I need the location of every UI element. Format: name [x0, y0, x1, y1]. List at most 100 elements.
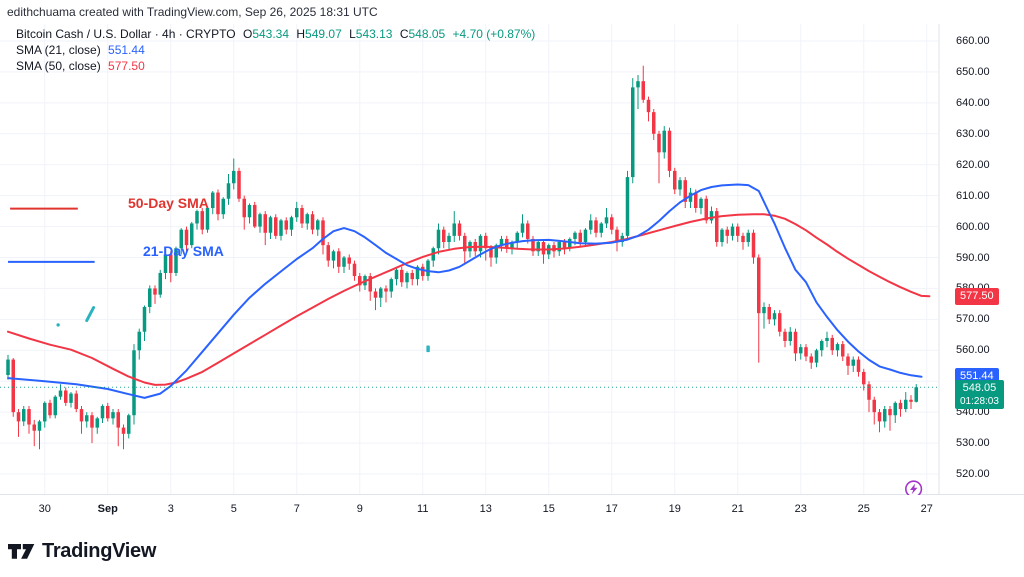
candle-up — [604, 217, 609, 224]
candle-up — [148, 288, 152, 307]
candle-down — [594, 220, 598, 233]
candle-down — [48, 402, 52, 416]
low-value: 543.13 — [355, 27, 393, 41]
candle-down — [484, 235, 488, 249]
candle-down — [489, 248, 493, 258]
candle-up — [53, 396, 57, 416]
change-value: +4.70 (+0.87%) — [452, 27, 536, 41]
candle-down — [74, 393, 78, 410]
candle-up — [662, 130, 666, 153]
price-axis-label: 520.00 — [956, 468, 990, 480]
candle-up — [799, 347, 803, 354]
candle-down — [16, 412, 21, 422]
candle-down — [872, 399, 876, 413]
sma21-legend-row[interactable]: SMA (21, close) 551.44 — [16, 43, 535, 57]
candle-down — [463, 235, 467, 252]
candle-down — [725, 229, 729, 236]
candle-down — [809, 356, 813, 363]
sma21-legend-label: SMA (21, close) — [16, 43, 101, 57]
candle-up — [405, 272, 409, 283]
candle-down — [410, 272, 414, 280]
candle-down — [442, 229, 446, 243]
candle-up — [205, 208, 210, 230]
candle-up — [142, 306, 147, 332]
candle-down — [562, 242, 567, 249]
candle-up — [520, 223, 525, 233]
time-axis-label: 7 — [293, 503, 300, 515]
candle-down — [352, 263, 357, 277]
symbol-title: Bitcoin Cash / U.S. Dollar · 4h · CRYPTO — [16, 27, 236, 41]
candle-up — [258, 214, 262, 227]
candle-down — [793, 331, 798, 354]
price-axis-label: 660.00 — [956, 35, 990, 47]
candle-down — [400, 269, 404, 283]
price-axis[interactable]: 660.00 650.00 640.00 630.00 620.00 610.00 600.… — [940, 24, 1024, 494]
candle-down — [888, 409, 892, 416]
candle-up — [305, 214, 309, 224]
price-axis-label: 590.00 — [956, 251, 990, 264]
candle-up — [247, 204, 252, 218]
sma50-legend-row[interactable]: SMA (50, close) 577.50 — [16, 59, 535, 73]
sma50-legend-label: SMA (50, close) — [16, 59, 101, 73]
candle-down — [736, 226, 740, 236]
time-axis-label: 13 — [479, 503, 492, 515]
candle-down — [856, 359, 861, 372]
candle-up — [730, 226, 735, 236]
candle-down — [673, 170, 677, 190]
candle-up — [163, 254, 168, 273]
candle-down — [526, 223, 530, 239]
watermark-attribution: edithchuama created with TradingView.com… — [7, 5, 378, 19]
candle-up — [37, 421, 42, 431]
tradingview-logo[interactable]: TradingView — [8, 540, 156, 563]
sma50-price-badge: 577.50 — [955, 287, 999, 305]
time-axis[interactable]: 30 Sep 3 5 7 9 11 13 15 17 19 21 23 25 27 — [0, 495, 1024, 525]
teal-b-mark — [426, 345, 430, 353]
candle-down — [116, 412, 120, 428]
time-axis-label: 30 — [38, 503, 51, 515]
time-axis-label: 17 — [605, 503, 618, 515]
candle-down — [79, 409, 84, 422]
candle-up — [478, 235, 483, 252]
low-label: L — [349, 27, 356, 41]
last-price-badge: 548.05 01:28:03 — [955, 380, 1004, 410]
sma21-line — [7, 183, 923, 399]
candle-up — [699, 198, 703, 209]
candle-up — [295, 208, 299, 218]
candle-up — [379, 288, 383, 298]
candle-up — [688, 192, 693, 202]
candle-down — [90, 415, 94, 428]
candle-up — [625, 177, 630, 236]
candle-up — [195, 211, 199, 224]
candle-up — [331, 251, 336, 261]
candle-down — [384, 288, 388, 292]
candle-down — [757, 257, 761, 314]
candle-down — [457, 223, 462, 236]
time-axis-label: 25 — [857, 503, 870, 515]
candle-down — [237, 170, 241, 199]
candle-up — [914, 387, 918, 402]
candle-up — [573, 232, 577, 239]
candle-up — [226, 183, 231, 199]
candle-up — [599, 223, 603, 233]
sma21-legend-value: 551.44 — [108, 43, 145, 57]
candle-up — [127, 415, 131, 434]
close-label: C — [399, 27, 409, 41]
candle-up — [342, 257, 346, 267]
candle-up — [788, 331, 792, 342]
time-axis-label: 19 — [668, 503, 681, 515]
candle-down — [751, 232, 756, 258]
candle-down — [242, 198, 246, 218]
open-label: O — [242, 27, 253, 41]
sma21-annotation-label[interactable]: 21-Day SMA — [143, 243, 224, 259]
candle-down — [200, 211, 204, 230]
candle-up — [631, 87, 635, 178]
candle-up — [583, 229, 588, 243]
candle-up — [174, 248, 178, 273]
candle-down — [300, 208, 304, 224]
candle-down — [253, 204, 257, 227]
price-axis-label: 540.00 — [956, 406, 990, 419]
candle-down — [121, 427, 126, 434]
sma50-annotation-label[interactable]: 50-Day SMA — [128, 195, 209, 211]
symbol-legend-row[interactable]: Bitcoin Cash / U.S. Dollar · 4h · CRYPTO… — [16, 27, 535, 41]
